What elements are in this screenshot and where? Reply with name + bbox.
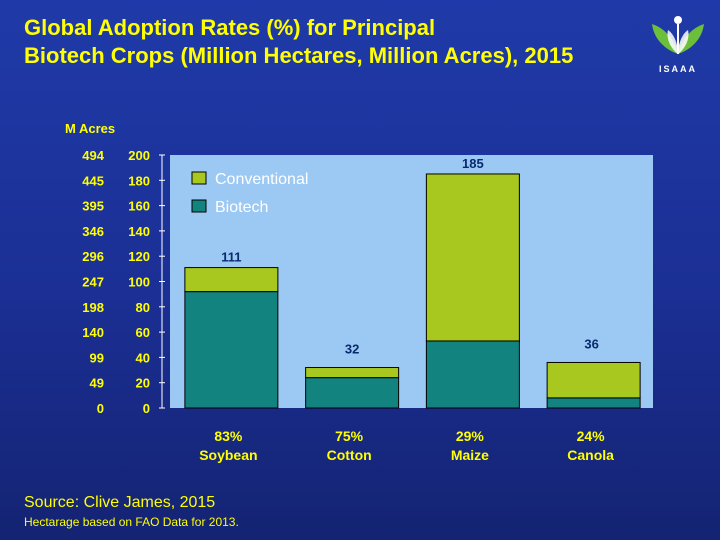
y-axis: 0 0 20 49 40 99 60 140 80 198 100 247 120 296 140 346 16… (82, 148, 165, 416)
total-label-canola: 36 (584, 336, 598, 351)
slide-title-line-1: Global Adoption Rates (%) for Principal (24, 15, 436, 40)
legend-label-biotech: Biotech (215, 199, 268, 216)
y-tick-label-hectares: 40 (136, 350, 150, 365)
y-tick-label-hectares: 80 (136, 300, 150, 315)
y-tick-label-hectares: 160 (128, 199, 150, 214)
x-axis-labels: 83% Soybean 75% Cotton 29% Maize 24% Canola (199, 428, 614, 463)
y-tick-label-acres: 395 (82, 199, 104, 214)
leaf-logo-icon (652, 16, 704, 54)
x-category-label: Soybean (199, 447, 257, 463)
legend-swatch-conventional (191, 171, 207, 185)
y-tick-label-acres: 99 (90, 350, 104, 365)
slide-title: Global Adoption Rates (%) for Principal … (24, 14, 644, 70)
y-tick-label-acres: 247 (82, 275, 104, 290)
x-percent-label: 24% (577, 428, 606, 444)
source-text: Source: Clive James, 2015 (24, 494, 216, 511)
bar-group: 111 32 185 36 (184, 156, 641, 409)
y-tick-label-hectares: 180 (128, 173, 150, 188)
bar-biotech-cotton (305, 377, 400, 409)
y-tick-label-hectares: 140 (128, 224, 150, 239)
y-tick-label-hectares: 0 (143, 401, 150, 416)
total-label-maize: 185 (462, 156, 484, 171)
y-tick-label-hectares: 20 (136, 376, 150, 391)
y-tick-label-acres: 198 (82, 300, 104, 315)
bar-biotech-canola (546, 397, 641, 409)
isaaa-logo: ISAAA (644, 10, 712, 80)
legend-label-conventional: Conventional (215, 171, 308, 188)
logo-text: ISAAA (658, 64, 697, 74)
bar-biotech-soybean (184, 291, 279, 409)
x-category-label: Cotton (327, 447, 372, 463)
bar-conventional-canola (546, 361, 641, 399)
total-label-soybean: 111 (221, 250, 241, 265)
y-tick-label-acres: 49 (90, 376, 104, 391)
y-tick-label-acres: 445 (82, 173, 104, 188)
y-tick-label-hectares: 100 (128, 275, 150, 290)
x-percent-label: 83% (214, 428, 243, 444)
x-category-label: Maize (451, 447, 489, 463)
slide-title-line-2: Biotech Crops (Million Hectares, Million… (24, 43, 574, 68)
bar-conventional-cotton (305, 367, 400, 379)
x-category-label: Canola (567, 447, 614, 463)
y-tick-label-hectares: 120 (128, 249, 150, 264)
legend: Conventional Biotech (191, 171, 308, 216)
y-tick-label-hectares: 60 (136, 325, 150, 340)
note-text: Hectarage based on FAO Data for 2013. (24, 515, 239, 529)
total-label-cotton: 32 (345, 342, 359, 357)
bar-conventional-soybean (184, 267, 279, 293)
y-tick-label-hectares: 200 (128, 148, 150, 163)
y-tick-label-acres: 346 (82, 224, 104, 239)
y-tick-label-acres: 296 (82, 249, 104, 264)
y-tick-label-acres: 0 (97, 401, 104, 416)
x-percent-label: 29% (456, 428, 485, 444)
bar-conventional-maize (425, 173, 520, 342)
acres-axis-label: M Acres (65, 121, 115, 136)
y-tick-label-acres: 494 (82, 148, 104, 163)
legend-swatch-biotech (191, 199, 207, 213)
bar-biotech-maize (425, 340, 520, 409)
x-percent-label: 75% (335, 428, 364, 444)
y-tick-label-acres: 140 (82, 325, 104, 340)
